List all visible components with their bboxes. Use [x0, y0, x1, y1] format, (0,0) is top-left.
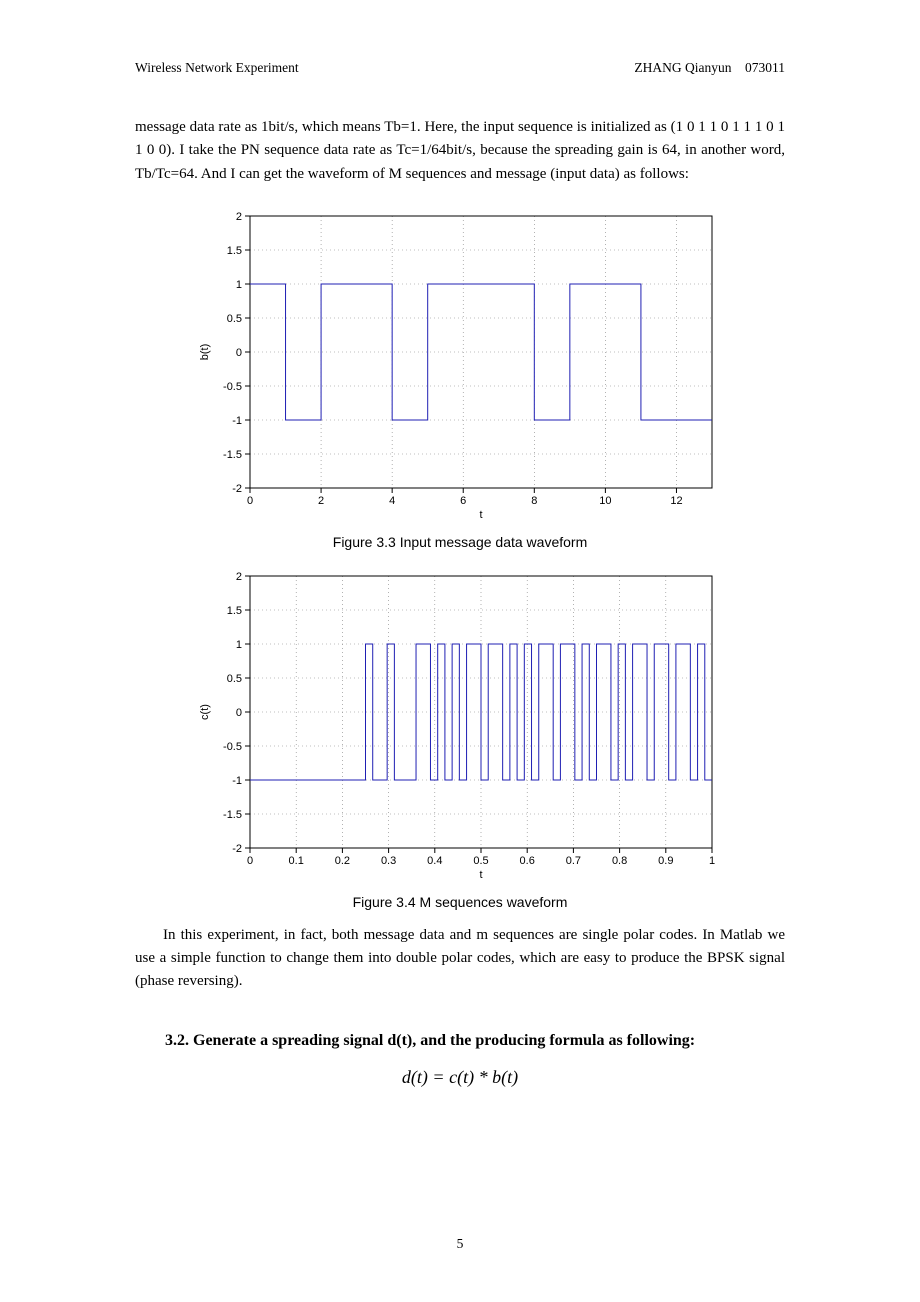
formula-dt: d(t) = c(t) * b(t) — [135, 1067, 785, 1088]
svg-text:0.7: 0.7 — [566, 855, 581, 867]
svg-text:1: 1 — [236, 279, 242, 291]
svg-text:1.5: 1.5 — [227, 245, 242, 257]
svg-text:-0.5: -0.5 — [223, 741, 242, 753]
svg-text:0.5: 0.5 — [227, 313, 242, 325]
svg-text:10: 10 — [599, 495, 611, 507]
svg-text:-1: -1 — [232, 775, 242, 787]
svg-text:1: 1 — [709, 855, 715, 867]
svg-text:-2: -2 — [232, 483, 242, 495]
section-3-2-heading: 3.2. Generate a spreading signal d(t), a… — [135, 1028, 785, 1054]
chart-ct: -2 -1.5 -1 -0.5 0 0.5 1 1.5 2 0 0.1 0.2 0.3 0.4 0.5 0.6… — [190, 564, 730, 884]
svg-text:t: t — [479, 509, 482, 521]
svg-text:0.5: 0.5 — [227, 673, 242, 685]
svg-text:-1.5: -1.5 — [223, 809, 242, 821]
svg-text:1.5: 1.5 — [227, 605, 242, 617]
page-number: 5 — [0, 1236, 920, 1252]
header-left: Wireless Network Experiment — [135, 60, 299, 76]
svg-text:b(t): b(t) — [199, 344, 211, 361]
svg-text:0: 0 — [236, 707, 242, 719]
svg-text:0.1: 0.1 — [289, 855, 304, 867]
svg-text:2: 2 — [236, 571, 242, 583]
svg-text:c(t): c(t) — [199, 704, 211, 720]
svg-text:12: 12 — [670, 495, 682, 507]
page-header: Wireless Network Experiment ZHANG Qianyu… — [135, 60, 785, 76]
paragraph-intro: message data rate as 1bit/s, which means… — [135, 116, 785, 186]
svg-text:0.3: 0.3 — [381, 855, 396, 867]
svg-text:0.2: 0.2 — [335, 855, 350, 867]
svg-text:0.8: 0.8 — [612, 855, 627, 867]
chart-bt: -2 -1.5 -1 -0.5 0 0.5 1 1.5 2 0 2 4 6 8 10 12 t b(t) — [190, 204, 730, 524]
chart-ct-container: -2 -1.5 -1 -0.5 0 0.5 1 1.5 2 0 0.1 0.2 0.3 0.4 0.5 0.6… — [135, 564, 785, 884]
svg-text:0.4: 0.4 — [427, 855, 442, 867]
svg-text:0.5: 0.5 — [473, 855, 488, 867]
svg-text:0: 0 — [236, 347, 242, 359]
caption-figure-3-3: Figure 3.3 Input message data waveform — [135, 534, 785, 550]
header-right: ZHANG Qianyun 073011 — [634, 60, 785, 76]
svg-text:0: 0 — [247, 495, 253, 507]
svg-text:t: t — [479, 869, 482, 881]
svg-text:-0.5: -0.5 — [223, 381, 242, 393]
paragraph-polar: In this experiment, in fact, both messag… — [135, 924, 785, 994]
chart-bt-container: -2 -1.5 -1 -0.5 0 0.5 1 1.5 2 0 2 4 6 8 10 12 t b(t) — [135, 204, 785, 524]
svg-text:0.9: 0.9 — [658, 855, 673, 867]
svg-text:4: 4 — [389, 495, 395, 507]
svg-text:1: 1 — [236, 639, 242, 651]
svg-text:-2: -2 — [232, 843, 242, 855]
svg-text:2: 2 — [318, 495, 324, 507]
svg-text:-1.5: -1.5 — [223, 449, 242, 461]
svg-text:0.6: 0.6 — [520, 855, 535, 867]
svg-text:0: 0 — [247, 855, 253, 867]
svg-text:8: 8 — [531, 495, 537, 507]
caption-figure-3-4: Figure 3.4 M sequences waveform — [135, 894, 785, 910]
svg-text:6: 6 — [460, 495, 466, 507]
svg-text:-1: -1 — [232, 415, 242, 427]
svg-text:2: 2 — [236, 211, 242, 223]
